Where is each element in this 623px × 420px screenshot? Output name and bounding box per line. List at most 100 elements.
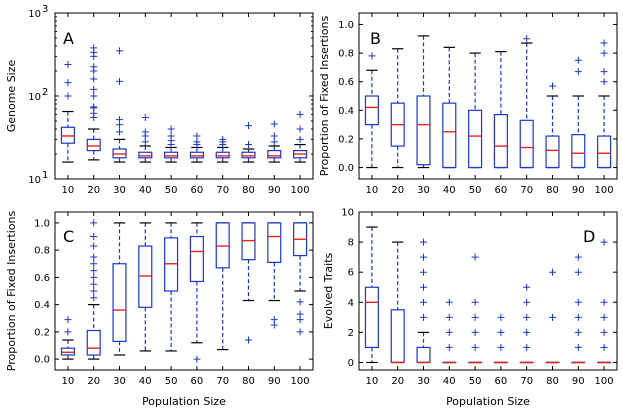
y-tick-label: 0.0: [34, 355, 50, 366]
outlier-marker: [497, 329, 504, 336]
y-tick-label: 0.4: [338, 106, 354, 117]
outlier-marker: [245, 122, 252, 129]
outlier-marker: [116, 78, 123, 85]
outlier-marker: [168, 126, 175, 133]
box-iqr: [417, 347, 430, 362]
panel-c-xlabel: Population Size: [142, 395, 226, 408]
box-iqr: [443, 103, 456, 167]
outlier-marker: [420, 239, 427, 246]
y-tick-label: 4: [348, 298, 354, 309]
outlier-marker: [523, 284, 530, 291]
y-tick-label: 0.2: [338, 134, 354, 145]
outlier-marker: [271, 120, 278, 127]
outlier-marker: [90, 103, 97, 110]
x-tick-label: 50: [165, 376, 178, 387]
outlier-marker: [245, 337, 252, 344]
x-tick-label: 60: [191, 185, 204, 196]
x-tick-label: 50: [469, 376, 482, 387]
x-tick-label: 40: [139, 185, 152, 196]
outlier-marker: [420, 284, 427, 291]
box-iqr: [190, 237, 203, 282]
x-tick-label: 40: [139, 376, 152, 387]
x-tick-label: 10: [62, 376, 75, 387]
x-tick-label: 50: [165, 185, 178, 196]
outlier-marker: [90, 44, 97, 51]
x-tick-label: 100: [291, 185, 310, 196]
y-tick-label: 8: [348, 238, 354, 249]
outlier-marker: [601, 299, 608, 306]
x-tick-label: 90: [268, 185, 281, 196]
box-iqr: [268, 151, 281, 158]
x-tick-label: 20: [87, 185, 100, 196]
y-tick-label: 0.6: [338, 77, 354, 88]
y-tick-label: 10: [28, 175, 41, 186]
box-iqr: [546, 136, 559, 167]
outlier-marker: [271, 132, 278, 139]
outlier-marker: [472, 314, 479, 321]
y-tick-label: 10: [341, 208, 354, 219]
outlier-marker: [64, 93, 71, 100]
box-iqr: [113, 264, 126, 342]
outlier-marker: [472, 329, 479, 336]
panel-c-marks: [61, 219, 306, 362]
box-iqr: [494, 115, 507, 168]
outlier-marker: [271, 316, 278, 323]
y-tick-label: 0.6: [34, 273, 50, 284]
panel-b-ylabel: Proportion of Fixed Insertions: [318, 16, 331, 177]
y-tick-label: 2: [348, 328, 354, 339]
x-tick-label: 80: [242, 376, 255, 387]
x-tick-label: 20: [391, 376, 404, 387]
x-tick-label: 40: [443, 376, 456, 387]
outlier-marker: [116, 47, 123, 54]
panel-b-label: B: [370, 29, 381, 48]
outlier-marker: [116, 128, 123, 135]
outlier-marker: [420, 299, 427, 306]
box-iqr: [365, 96, 378, 125]
box-iqr: [87, 139, 100, 150]
box-iqr: [391, 310, 404, 363]
outlier-marker: [368, 52, 375, 59]
outlier-marker: [297, 126, 304, 133]
outlier-marker: [575, 299, 582, 306]
box-iqr: [572, 135, 585, 168]
outlier-marker: [446, 299, 453, 306]
outlier-marker: [601, 68, 608, 75]
box-iqr: [216, 152, 229, 158]
x-tick-label: 100: [291, 376, 310, 387]
outlier-marker: [575, 57, 582, 64]
box-iqr: [61, 127, 74, 143]
outlier-marker: [297, 328, 304, 335]
x-tick-label: 10: [366, 185, 379, 196]
outlier-marker: [575, 68, 582, 75]
outlier-marker: [90, 233, 97, 240]
box-iqr: [242, 152, 255, 158]
outlier-marker: [90, 288, 97, 295]
outlier-marker: [420, 314, 427, 321]
outlier-marker: [575, 329, 582, 336]
panel-c-yticks: 0.00.20.40.60.81.0: [34, 218, 313, 365]
x-tick-label: 90: [572, 376, 585, 387]
outlier-marker: [523, 314, 530, 321]
y-tick-label: 0.8: [34, 246, 50, 257]
outlier-marker: [245, 141, 252, 148]
outlier-marker: [90, 274, 97, 281]
outlier-marker: [497, 314, 504, 321]
x-tick-label: 30: [113, 185, 126, 196]
outlier-marker: [90, 63, 97, 70]
outlier-marker: [446, 329, 453, 336]
outlier-marker: [420, 269, 427, 276]
outlier-marker: [193, 132, 200, 139]
outlier-marker: [90, 93, 97, 100]
panel-d-label: D: [583, 227, 595, 246]
outlier-marker: [601, 40, 608, 47]
outlier-marker: [601, 344, 608, 351]
x-tick-label: 100: [595, 376, 614, 387]
y-tick-label: 0: [348, 358, 354, 369]
outlier-marker: [601, 314, 608, 321]
